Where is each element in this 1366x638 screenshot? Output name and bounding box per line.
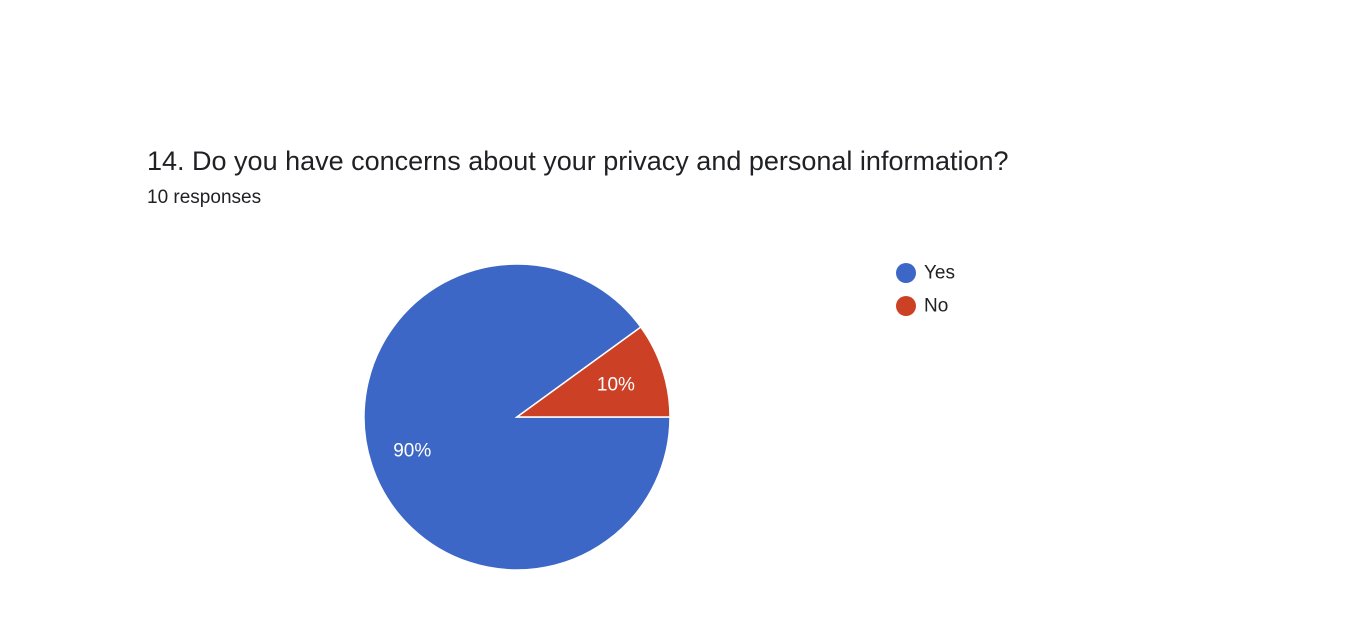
chart-legend: Yes No	[896, 263, 955, 317]
legend-label-no: No	[924, 296, 948, 317]
pie-label-no: 10%	[597, 374, 635, 395]
pie-slice-no[interactable]	[514, 326, 671, 418]
response-count: 10 responses	[147, 187, 262, 208]
legend-item-no[interactable]: No	[896, 296, 948, 317]
legend-swatch-yes	[896, 263, 916, 283]
pie-slices	[363, 263, 671, 571]
legend-label-yes: Yes	[924, 263, 955, 284]
pie-label-yes: 90%	[393, 441, 431, 462]
pie-slice-labels: 90% 10%	[393, 374, 635, 461]
question-title: 14. Do you have concerns about your priv…	[147, 146, 1009, 176]
legend-swatch-no	[896, 296, 916, 316]
legend-item-yes[interactable]: Yes	[896, 263, 955, 284]
